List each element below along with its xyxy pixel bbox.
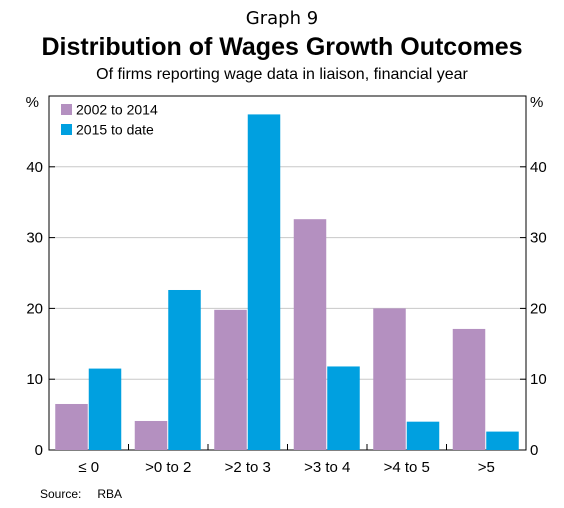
y-tick-label-right: 20 bbox=[530, 300, 547, 317]
bar-series2 bbox=[88, 368, 122, 450]
x-tick-label: >3 to 4 bbox=[304, 459, 350, 476]
source-value: RBA bbox=[97, 487, 123, 501]
x-tick-label: >5 bbox=[478, 459, 495, 476]
y-tick-label-right: 10 bbox=[530, 371, 547, 388]
legend-label: 2002 to 2014 bbox=[76, 102, 158, 118]
bar-series2 bbox=[327, 366, 360, 450]
y-axis-unit-left: % bbox=[26, 94, 39, 111]
bar-series1 bbox=[452, 328, 486, 450]
y-tick-label-left: 30 bbox=[26, 230, 43, 247]
y-tick-label-right: 0 bbox=[530, 442, 538, 459]
x-tick-label: >2 to 3 bbox=[225, 459, 271, 476]
y-axis-unit-right: % bbox=[530, 94, 543, 111]
bar-series1 bbox=[293, 219, 327, 450]
x-tick-label: >4 to 5 bbox=[384, 459, 430, 476]
legend-swatch bbox=[61, 124, 72, 135]
y-tick-label-right: 30 bbox=[530, 230, 547, 247]
y-tick-label-left: 40 bbox=[26, 159, 43, 176]
bar-series2 bbox=[168, 289, 201, 450]
source-note: Source: RBA bbox=[40, 487, 122, 501]
legend-swatch bbox=[61, 104, 72, 115]
y-tick-label-left: 0 bbox=[35, 442, 43, 459]
source-label: Source: bbox=[40, 487, 82, 501]
y-tick-label-right: 40 bbox=[530, 159, 547, 176]
y-tick-label-left: 10 bbox=[26, 371, 43, 388]
bar-series1 bbox=[55, 403, 88, 450]
bar-series2 bbox=[406, 421, 440, 450]
legend-label: 2015 to date bbox=[76, 122, 154, 138]
bar-series2 bbox=[486, 431, 519, 450]
bar-series1 bbox=[214, 309, 247, 450]
graph-number: Graph 9 bbox=[245, 8, 319, 29]
chart-title: Distribution of Wages Growth Outcomes bbox=[41, 33, 523, 61]
chart-subtitle: Of firms reporting wage data in liaison,… bbox=[96, 66, 468, 83]
bar-series1 bbox=[373, 308, 406, 450]
x-tick-label: ≤ 0 bbox=[78, 459, 99, 476]
x-tick-label: >0 to 2 bbox=[145, 459, 191, 476]
bar-series2 bbox=[247, 114, 281, 451]
y-tick-label-left: 20 bbox=[26, 300, 43, 317]
bar-series1 bbox=[134, 420, 168, 450]
